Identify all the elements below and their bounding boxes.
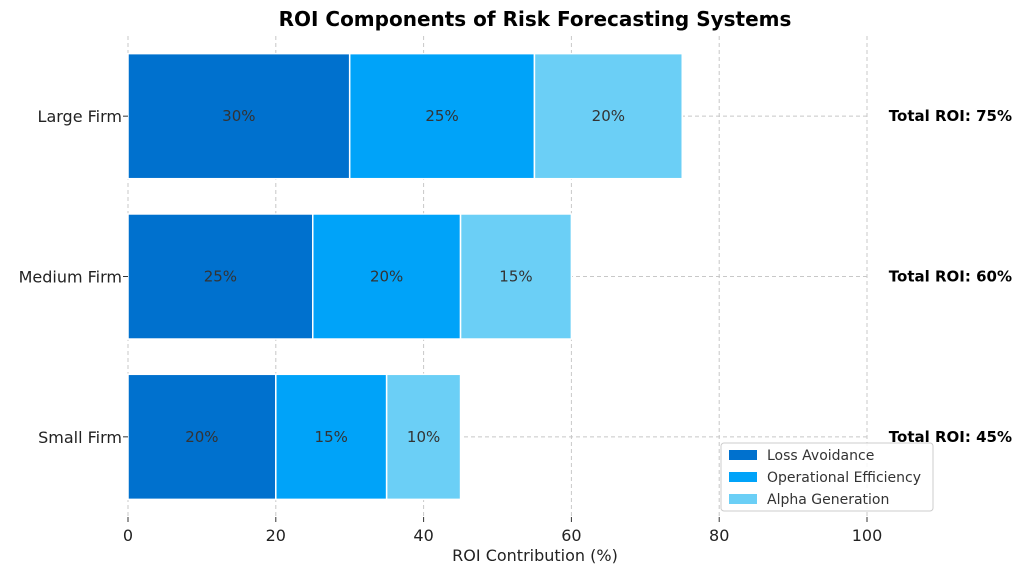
- bar-segment: [348, 52, 536, 180]
- legend: Loss Avoidance Operational Efficiency Alph…: [720, 442, 934, 512]
- bar-segment: [127, 52, 351, 180]
- bars-layer: [127, 52, 684, 501]
- bar-value-label: 15%: [315, 428, 348, 446]
- axis-layer: 0 20 40 60 80 100 Small Firm Medium Firm Large F…: [19, 107, 883, 545]
- bar-segment: [127, 213, 314, 340]
- labels-layer: 20% 15% 10% Total ROI: 45% 25% 20% 15% Total RO…: [185, 107, 1012, 446]
- x-tick-label: 40: [413, 526, 433, 545]
- x-tick-label: 100: [852, 526, 883, 545]
- x-tick-label: 20: [266, 526, 286, 545]
- legend-label: Alpha Generation: [767, 492, 889, 508]
- bar-value-label: 25%: [204, 268, 237, 286]
- bar-segment: [533, 52, 684, 180]
- total-roi-label: Total ROI: 45%: [889, 428, 1012, 446]
- bar-value-label: 15%: [499, 268, 532, 286]
- total-roi-label: Total ROI: 75%: [889, 107, 1012, 125]
- legend-label: Loss Avoidance: [767, 448, 874, 464]
- bar-segment: [127, 373, 277, 501]
- bar-segment: [459, 213, 573, 340]
- bar-value-label: 20%: [185, 428, 218, 446]
- bar-value-label: 20%: [592, 107, 625, 125]
- bar-value-label: 10%: [407, 428, 440, 446]
- total-roi-label: Total ROI: 60%: [889, 268, 1012, 286]
- legend-swatch: [729, 494, 757, 504]
- chart-title: ROI Components of Risk Forecasting Syste…: [279, 7, 792, 31]
- legend-label: Operational Efficiency: [767, 470, 921, 486]
- bar-segment: [385, 373, 462, 501]
- legend-swatch: [729, 472, 757, 482]
- bar-value-label: 25%: [425, 107, 458, 125]
- y-tick-label: Large Firm: [38, 107, 122, 126]
- y-tick-label: Small Firm: [38, 428, 122, 447]
- legend-box: [720, 442, 934, 512]
- x-tick-label: 80: [709, 526, 729, 545]
- y-tick-label: Medium Firm: [19, 268, 122, 287]
- bar-value-label: 30%: [222, 107, 255, 125]
- x-tick-label: 60: [561, 526, 581, 545]
- x-tick-label: 0: [123, 526, 133, 545]
- bar-segment: [312, 213, 462, 340]
- x-axis-label: ROI Contribution (%): [452, 546, 618, 565]
- legend-swatch: [729, 450, 757, 460]
- bar-value-label: 20%: [370, 268, 403, 286]
